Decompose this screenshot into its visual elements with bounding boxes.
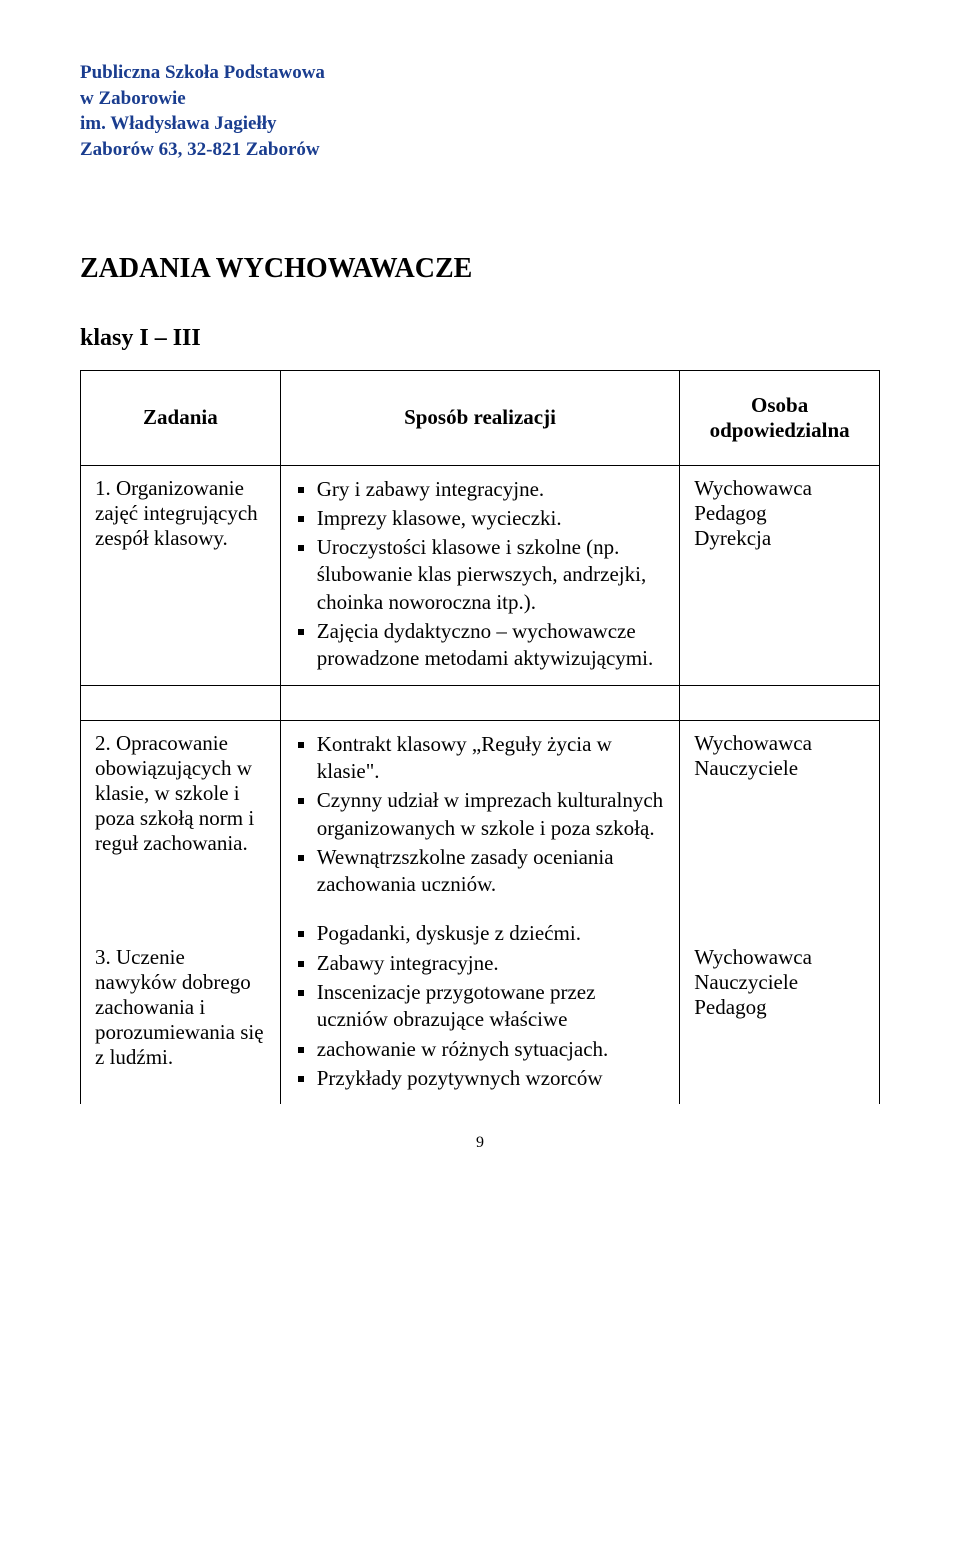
header-line-3: im. Władysława Jagiełły (80, 111, 880, 137)
list-item: Kontrakt klasowy „Reguły życia w klasie"… (317, 731, 666, 786)
list-item: Pogadanki, dyskusje z dziećmi. (317, 920, 666, 947)
col-header-responsible: Osoba odpowiedzialna (680, 370, 880, 465)
document-header: Publiczna Szkoła Podstawowa w Zaborowie … (80, 60, 880, 163)
methods-cell: Gry i zabawy integracyjne. Imprezy klaso… (280, 465, 680, 685)
methods-cell: Kontrakt klasowy „Reguły życia w klasie"… (280, 720, 680, 910)
methods-list: Gry i zabawy integracyjne. Imprezy klaso… (295, 476, 666, 673)
list-item: Czynny udział w imprezach kulturalnych o… (317, 787, 666, 842)
list-item: Zajęcia dydaktyczno – wychowawcze prowad… (317, 618, 666, 673)
table-header-row: Zadania Sposób realizacji Osoba odpowied… (81, 370, 880, 465)
spacer-row (81, 685, 880, 720)
col-header-methods: Sposób realizacji (280, 370, 680, 465)
table-row: 2. Opracowanie obowiązujących w klasie, … (81, 720, 880, 910)
responsible-cell: WychowawcaNauczycielePedagog (680, 910, 880, 1104)
list-item: Gry i zabawy integracyjne. (317, 476, 666, 503)
task-cell: 2. Opracowanie obowiązujących w klasie, … (81, 720, 281, 910)
list-item: Wewnątrzszkolne zasady oceniania zachowa… (317, 844, 666, 899)
table-row: 1. Organizowanie zajęć integrujących zes… (81, 465, 880, 685)
list-item: Uroczystości klasowe i szkolne (np. ślub… (317, 534, 666, 616)
header-line-2: w Zaborowie (80, 86, 880, 112)
page-number: 9 (80, 1134, 880, 1152)
responsible-cell: WychowawcaPedagogDyrekcja (680, 465, 880, 685)
list-item: zachowanie w różnych sytuacjach. (317, 1036, 666, 1063)
list-item: Przykłady pozytywnych wzorców (317, 1065, 666, 1092)
responsible-cell: WychowawcaNauczyciele (680, 720, 880, 910)
col-header-tasks: Zadania (81, 370, 281, 465)
list-item: Imprezy klasowe, wycieczki. (317, 505, 666, 532)
task-cell: 3. Uczenie nawyków dobrego zachowania i … (81, 910, 281, 1104)
methods-list: Pogadanki, dyskusje z dziećmi. Zabawy in… (295, 920, 666, 1092)
task-cell: 1. Organizowanie zajęć integrujących zes… (81, 465, 281, 685)
list-item: Inscenizacje przygotowane przez uczniów … (317, 979, 666, 1034)
list-item: Zabawy integracyjne. (317, 950, 666, 977)
page-title: ZADANIA WYCHOWAWACZE (80, 253, 880, 285)
methods-list: Kontrakt klasowy „Reguły życia w klasie"… (295, 731, 666, 899)
methods-cell: Pogadanki, dyskusje z dziećmi. Zabawy in… (280, 910, 680, 1104)
header-line-1: Publiczna Szkoła Podstawowa (80, 60, 880, 86)
tasks-table: Zadania Sposób realizacji Osoba odpowied… (80, 370, 880, 1105)
table-row: 3. Uczenie nawyków dobrego zachowania i … (81, 910, 880, 1104)
page-subtitle: klasy I – III (80, 325, 880, 352)
header-line-4: Zaborów 63, 32-821 Zaborów (80, 137, 880, 163)
